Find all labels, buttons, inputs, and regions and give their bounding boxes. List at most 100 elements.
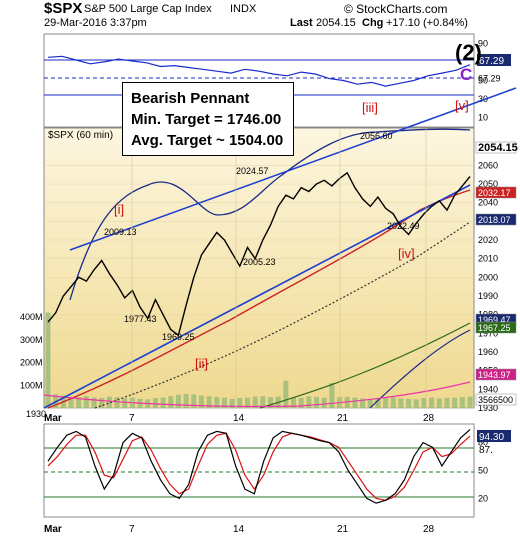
volume-bar <box>252 396 258 408</box>
change-label: Chg <box>362 17 384 29</box>
volume-bar <box>436 398 442 408</box>
annotation-min-target: Min. Target = 1746.00 <box>131 111 282 128</box>
stoch-tick-label: 20 <box>478 493 488 503</box>
wave-label-v: [v] <box>455 98 469 113</box>
volume-bar <box>45 312 51 408</box>
change-value: +17.10 (+0.84%) <box>386 17 468 29</box>
price-tick-label: 2020 <box>478 235 498 245</box>
volume-bar <box>206 396 212 408</box>
price-label-2009: 2009.13 <box>104 227 137 237</box>
wave-label-iii: [iii] <box>362 100 378 115</box>
last-value: 2054.15 <box>316 17 356 29</box>
stochastic-panel <box>43 423 475 518</box>
price-badge <box>475 321 517 334</box>
exchange-label: INDX <box>230 3 257 15</box>
volume-bar <box>383 397 389 408</box>
x-tick-label: 21 <box>337 524 349 535</box>
rsi-tick-label: 67.29 <box>478 73 501 83</box>
price-tick-label: 1930 <box>478 403 498 413</box>
wave-label-i: [i] <box>114 202 124 217</box>
rsi-tick-label: 10 <box>478 113 488 123</box>
wave-label-iv: [iv] <box>398 246 415 261</box>
x-tick-label: Mar <box>44 413 62 424</box>
volume-bar <box>283 380 289 408</box>
pennant-upper-trendline <box>69 87 517 251</box>
volume-bar <box>467 396 473 408</box>
stoch-tick-label: 80 <box>478 438 488 448</box>
volume-bar <box>429 397 435 408</box>
price-tick-label: 2010 <box>478 254 498 264</box>
volume-tick-label: 400M <box>20 312 43 322</box>
volume-bar <box>375 398 381 408</box>
stoch-current-badge <box>477 430 511 442</box>
volume-bar <box>175 394 181 408</box>
pink-moving-average <box>43 381 471 408</box>
annotation-avg-target: Avg. Target ~ 1504.00 <box>131 132 284 149</box>
price-panel-title: $SPX (60 min) <box>48 130 113 141</box>
copyright-label: © StockCharts.com <box>344 2 448 16</box>
price-tick-label: 1970 <box>478 328 498 338</box>
volume-bar <box>114 397 120 408</box>
wave-label-ii: [ii] <box>195 356 208 371</box>
black-moving-average <box>94 221 471 409</box>
pennant-lower-trendline <box>43 184 471 409</box>
volume-tick-label: 200M <box>20 358 43 368</box>
volume-tick-label: 300M <box>20 335 43 345</box>
volume-bar <box>352 397 358 408</box>
timestamp-label: 29-Mar-2016 3:37pm <box>44 17 147 29</box>
volume-bar <box>244 397 250 408</box>
upper-band-line <box>69 128 471 301</box>
price-tick-label: 2050 <box>478 179 498 189</box>
volume-bar <box>106 396 112 408</box>
price-tick-label: 1940 <box>478 384 498 394</box>
volume-bar <box>214 397 220 408</box>
volume-bar <box>444 398 450 408</box>
volume-bar <box>237 398 243 408</box>
volume-bar <box>459 397 465 408</box>
volume-bar <box>221 397 227 408</box>
price-label-2022: 2022.49 <box>387 221 420 231</box>
volume-bar <box>160 397 166 408</box>
rsi-tick-label: 50 <box>478 76 488 86</box>
price-badge-label: 1943.97 <box>478 370 511 380</box>
stoch-d-line <box>47 432 471 501</box>
price-label-1977: 1977.43 <box>124 314 157 324</box>
price-tick-label: 2060 <box>478 160 498 170</box>
volume-bar <box>367 398 373 408</box>
stoch-current-value-2: 87. <box>479 445 493 456</box>
x-tick-label: 14 <box>233 413 245 424</box>
annotation-box: Bearish Pennant Min. Target = 1746.00 Av… <box>122 82 294 156</box>
x-tick-label: 28 <box>423 524 435 535</box>
price-tick-label: 1960 <box>478 347 498 357</box>
volume-bar <box>291 397 297 408</box>
price-badge-label: 2054.15 <box>478 142 518 154</box>
volume-bar <box>398 398 404 408</box>
volume-bar <box>329 383 335 408</box>
volume-bar <box>390 397 396 408</box>
volume-bar <box>298 398 304 408</box>
price-series-line <box>47 171 471 337</box>
x-tick-label: 14 <box>233 524 245 535</box>
x-tick-label: 21 <box>337 413 349 424</box>
volume-bar <box>76 397 82 408</box>
last-label: Last <box>290 17 313 29</box>
price-tick-label: 1990 <box>478 291 498 301</box>
volume-bar <box>99 398 105 408</box>
lower-band-line <box>369 329 471 409</box>
price-label-2005: 2005.23 <box>243 257 276 267</box>
volume-bar <box>306 396 312 408</box>
volume-bar <box>152 398 158 408</box>
volume-bar <box>321 397 327 408</box>
price-badge <box>475 141 517 154</box>
wave-label-2: (2) <box>455 40 482 65</box>
price-label-1969: 1969.25 <box>162 332 195 342</box>
volume-bar <box>314 397 320 408</box>
stoch-current-value: 94.30 <box>479 432 504 443</box>
price-badge-label: 1969.47 <box>478 315 511 325</box>
price-label-2024: 2024.57 <box>236 166 269 176</box>
rsi-series-line <box>47 55 471 87</box>
price-badge-label: 2032.17 <box>478 188 511 198</box>
price-badge-label: 1930 <box>26 409 46 419</box>
volume-bar <box>122 398 128 408</box>
